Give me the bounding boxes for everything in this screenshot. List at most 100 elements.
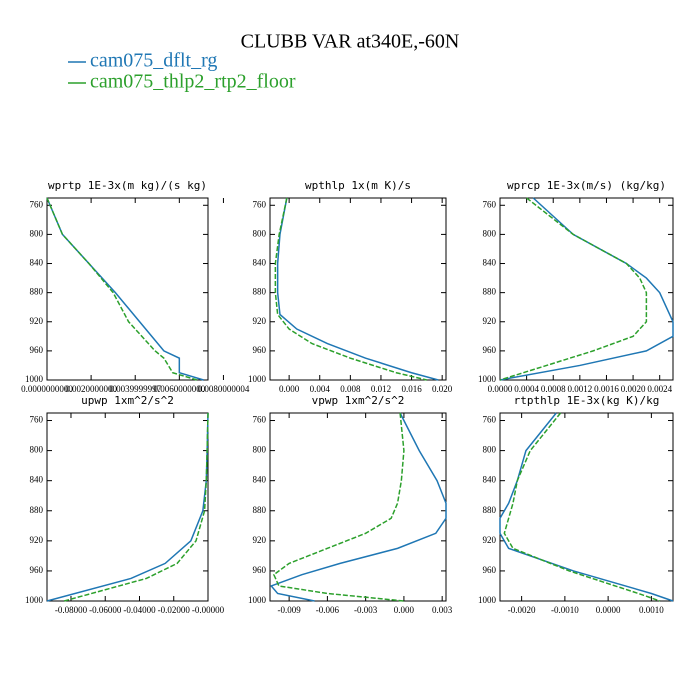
x-tick-label: 0.0080000004 (198, 384, 250, 394)
x-tick-label: 0.0000 (488, 384, 513, 394)
y-tick-label: 880 (483, 287, 497, 297)
y-tick-label: 760 (253, 199, 267, 209)
plot-frame (46, 412, 209, 602)
y-tick-label: 960 (483, 345, 497, 355)
profile-line (503, 412, 661, 602)
x-tick-label: 0.0024 (647, 384, 672, 394)
chart-title: CLUBB VAR at340E,-60N (241, 31, 460, 53)
x-tick-label: -0.00000 (192, 605, 225, 615)
x-tick-label: 0.0012 (567, 384, 592, 394)
profile-line (46, 197, 204, 381)
profile-line (63, 412, 209, 602)
y-tick-label: 960 (30, 565, 44, 575)
y-tick-label: 1000 (248, 374, 267, 384)
panel-title: upwp 1xm^2/s^2 (81, 394, 174, 407)
y-tick-label: 800 (253, 228, 267, 238)
y-tick-label: 840 (30, 475, 44, 485)
x-tick-label: 0.0020000000 (65, 384, 117, 394)
x-tick-label: 0.0016 (594, 384, 619, 394)
x-tick-label: 0.004 (310, 384, 331, 394)
panel-title: vpwp 1xm^2/s^2 (312, 394, 405, 407)
x-tick-label: 0.000 (279, 384, 300, 394)
y-tick-label: 880 (30, 505, 44, 515)
panel-title: wprcp 1E-3x(m/s) (kg/kg) (507, 179, 666, 192)
y-tick-label: 960 (30, 345, 44, 355)
x-tick-label: -0.009 (278, 605, 302, 615)
y-tick-label: 1000 (478, 374, 497, 384)
x-tick-label: -0.08000 (55, 605, 88, 615)
y-tick-label: 760 (483, 199, 497, 209)
x-tick-label: 0.0060000000 (153, 384, 205, 394)
x-tick-label: 0.0008 (541, 384, 566, 394)
x-tick-label: -0.0010 (551, 605, 579, 615)
y-tick-label: 960 (483, 565, 497, 575)
y-tick-label: 960 (253, 345, 267, 355)
y-tick-label: 1000 (25, 595, 44, 605)
x-tick-label: -0.06000 (89, 605, 122, 615)
panel-title: wpthlp 1x(m K)/s (305, 179, 411, 192)
x-tick-label: 0.003 (432, 605, 453, 615)
profile-line (276, 197, 439, 381)
y-tick-label: 800 (253, 445, 267, 455)
plot-frame (499, 197, 674, 381)
x-tick-label: 0.012 (371, 384, 391, 394)
y-tick-label: 920 (30, 316, 44, 326)
y-tick-label: 800 (483, 445, 497, 455)
y-tick-label: 880 (30, 287, 44, 297)
y-tick-label: 840 (253, 475, 267, 485)
x-tick-label: 0.0010 (639, 605, 664, 615)
x-tick-label: -0.0020 (508, 605, 536, 615)
y-tick-label: 960 (253, 565, 267, 575)
x-tick-label: -0.006 (316, 605, 340, 615)
profile-line (499, 197, 648, 381)
y-tick-label: 760 (253, 415, 267, 425)
x-tick-label: 0.0039999997 (109, 384, 161, 394)
y-tick-label: 880 (253, 505, 267, 515)
y-tick-label: 1000 (478, 595, 497, 605)
y-tick-label: 920 (30, 535, 44, 545)
profile-line (46, 412, 209, 602)
y-tick-label: 880 (253, 287, 267, 297)
y-tick-label: 760 (30, 415, 44, 425)
y-tick-label: 840 (483, 475, 497, 485)
y-tick-label: 840 (253, 258, 267, 268)
legend-label: cam075_dflt_rg (90, 50, 217, 72)
y-tick-label: 1000 (248, 595, 267, 605)
y-tick-label: 800 (483, 228, 497, 238)
x-tick-label: 0.0020 (621, 384, 646, 394)
profile-line (499, 412, 674, 602)
y-tick-label: 880 (483, 505, 497, 515)
plot-frame (499, 412, 674, 602)
x-tick-label: 0.0000000000 (21, 384, 73, 394)
y-tick-label: 760 (483, 415, 497, 425)
x-tick-label: 0.016 (401, 384, 422, 394)
x-tick-label: 0.008 (340, 384, 361, 394)
panel-title: wprtp 1E-3x(m kg)/(s kg) (48, 179, 207, 192)
x-tick-label: -0.04000 (123, 605, 156, 615)
legend-label: cam075_thlp2_rtp2_floor (90, 71, 296, 93)
plot-frame (269, 197, 447, 381)
x-tick-label: 0.0000 (596, 605, 621, 615)
y-tick-label: 920 (483, 535, 497, 545)
y-tick-label: 840 (483, 258, 497, 268)
y-tick-label: 920 (253, 316, 267, 326)
panel-title: rtpthlp 1E-3x(kg K)/kg (514, 394, 660, 407)
y-tick-label: 1000 (25, 374, 44, 384)
profile-line (274, 197, 428, 381)
profile-line (272, 412, 405, 602)
plot-frame (46, 197, 209, 381)
y-tick-label: 800 (30, 228, 44, 238)
y-tick-label: 920 (253, 535, 267, 545)
y-tick-label: 920 (483, 316, 497, 326)
y-tick-label: 800 (30, 445, 44, 455)
x-tick-label: -0.02000 (158, 605, 191, 615)
profile-line (499, 197, 674, 381)
plot-frame (269, 412, 447, 602)
x-tick-label: 0.0004 (514, 384, 539, 394)
y-tick-label: 760 (30, 199, 44, 209)
x-tick-label: 0.000 (394, 605, 415, 615)
y-tick-label: 840 (30, 258, 44, 268)
x-tick-label: 0.020 (432, 384, 453, 394)
profile-line (270, 412, 447, 602)
